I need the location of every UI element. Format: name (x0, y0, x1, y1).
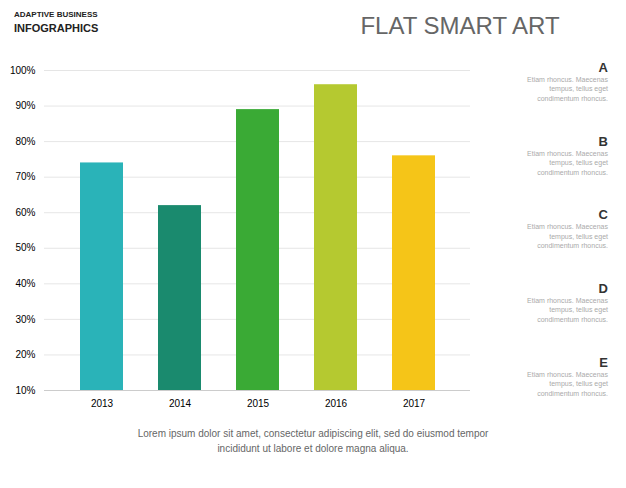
svg-text:70%: 70% (15, 171, 35, 182)
html-text:A: A (598, 60, 608, 75)
svg-text:2013: 2013 (91, 398, 114, 409)
svg-text:2016: 2016 (325, 398, 348, 409)
svg-text:2014: 2014 (169, 398, 192, 409)
html-text:B: B (598, 133, 608, 149)
html-text:Etiam rhoncus. Maecenas tempus: Etiam rhoncus. Maecenas tempus, tellus e… (527, 76, 608, 102)
svg-text:2015: 2015 (247, 398, 270, 409)
html-text:E: E (599, 354, 608, 370)
html-text:D: D (598, 281, 608, 296)
html-text:FLAT SMART ART: FLAT SMART ART (360, 12, 560, 39)
svg-text:20%: 20% (15, 349, 35, 360)
svg-text:50%: 50% (15, 242, 35, 253)
svg-text:80%: 80% (15, 136, 35, 147)
svg-text:2017: 2017 (403, 398, 426, 409)
html-text:Etiam rhoncus. Maecenas tempus: Etiam rhoncus. Maecenas tempus, tellus e… (527, 223, 608, 250)
svg-text:40%: 40% (15, 278, 35, 289)
html-text:Etiam rhoncus. Maecenas tempus: Etiam rhoncus. Maecenas tempus, tellus e… (527, 297, 608, 323)
svg-text:100%: 100% (10, 65, 36, 76)
html-text:Lorem ipsum dolor sit amet, co: Lorem ipsum dolor sit amet, consectetur … (137, 428, 489, 454)
svg-text:30%: 30% (15, 314, 35, 325)
html-text:C: C (598, 207, 608, 223)
html-text:Etiam rhoncus. Maecenas tempus: Etiam rhoncus. Maecenas tempus, tellus e… (527, 370, 608, 397)
svg-text:10%: 10% (15, 385, 35, 396)
html-text:INFOGRAPHICS: INFOGRAPHICS (14, 22, 99, 34)
svg-text:60%: 60% (15, 207, 35, 218)
html-text:ADAPTIVE BUSINESS: ADAPTIVE BUSINESS (14, 10, 98, 19)
html-text:Etiam rhoncus. Maecenas tempus: Etiam rhoncus. Maecenas tempus, tellus e… (527, 149, 608, 176)
svg-text:90%: 90% (15, 100, 35, 111)
